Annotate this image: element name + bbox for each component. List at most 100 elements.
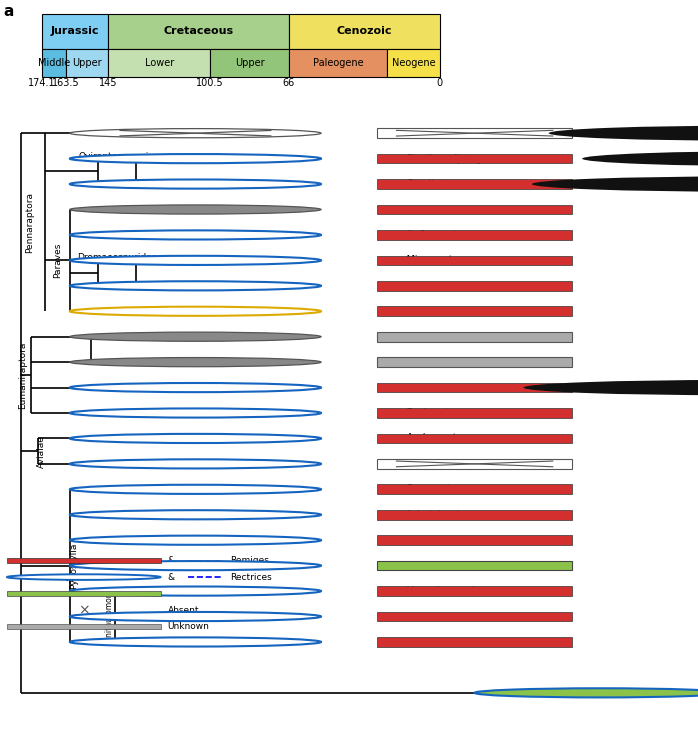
- Text: Cretaceous: Cretaceous: [163, 26, 234, 37]
- Bar: [7, 624, 161, 629]
- Bar: [377, 383, 572, 393]
- Text: 145: 145: [99, 78, 118, 88]
- Text: Pygostylia: Pygostylia: [69, 542, 77, 589]
- Circle shape: [70, 612, 321, 621]
- Circle shape: [70, 409, 321, 417]
- Bar: [377, 586, 572, 596]
- Bar: [377, 179, 572, 189]
- Circle shape: [70, 561, 321, 570]
- Text: Upper: Upper: [73, 58, 102, 68]
- Bar: [377, 154, 572, 164]
- Text: $\it{Epidexipteryx}$: $\it{Epidexipteryx}$: [405, 457, 474, 471]
- Bar: [377, 230, 572, 240]
- Text: Eumaniraptora: Eumaniraptora: [19, 341, 27, 409]
- Circle shape: [524, 380, 698, 395]
- Text: $\it{Beipiaosaurus}$: $\it{Beipiaosaurus}$: [405, 126, 475, 140]
- Bar: [289, 49, 387, 77]
- Bar: [377, 129, 572, 138]
- Circle shape: [582, 151, 698, 166]
- Text: Upper: Upper: [235, 58, 265, 68]
- Bar: [377, 637, 572, 647]
- Circle shape: [70, 129, 321, 137]
- Text: $\it{Anchiornis}$: $\it{Anchiornis}$: [405, 382, 458, 393]
- Text: Rectrices: Rectrices: [230, 572, 272, 582]
- Text: $\it{Similicaudipteryx}$: $\it{Similicaudipteryx}$: [405, 151, 491, 166]
- Bar: [377, 510, 572, 520]
- Bar: [108, 49, 210, 77]
- Bar: [377, 332, 572, 341]
- Circle shape: [70, 256, 321, 265]
- Bar: [377, 281, 572, 291]
- Text: $\it{Sapeornis}$: $\it{Sapeornis}$: [405, 482, 455, 496]
- Text: Paraves: Paraves: [54, 243, 62, 278]
- Text: Jurassic: Jurassic: [51, 26, 99, 37]
- Circle shape: [70, 459, 321, 469]
- Text: Present: Present: [168, 589, 202, 598]
- Circle shape: [475, 689, 698, 697]
- Circle shape: [7, 575, 161, 580]
- Text: &: &: [168, 572, 174, 582]
- Text: $\it{Yixianornis}$: $\it{Yixianornis}$: [405, 636, 460, 648]
- Circle shape: [70, 154, 321, 163]
- Text: $\it{Yanornis}$: $\it{Yanornis}$: [405, 610, 449, 623]
- Text: $\it{Confuciusornis}$: $\it{Confuciusornis}$: [405, 534, 478, 546]
- Text: &: &: [168, 556, 174, 565]
- Circle shape: [70, 510, 321, 519]
- Text: Avialae: Avialae: [38, 435, 46, 468]
- Circle shape: [70, 586, 321, 596]
- Text: Cenozoic: Cenozoic: [336, 26, 392, 37]
- Bar: [108, 14, 289, 49]
- Bar: [377, 306, 572, 316]
- Circle shape: [70, 637, 321, 646]
- Circle shape: [70, 332, 321, 341]
- Bar: [377, 535, 572, 545]
- Text: Ornithuromorp: Ornithuromorp: [105, 588, 114, 645]
- Circle shape: [70, 307, 321, 316]
- Text: Paleogene: Paleogene: [313, 58, 364, 68]
- Bar: [377, 612, 572, 621]
- Text: $\it{Yixianosaurus}$: $\it{Yixianosaurus}$: [405, 203, 475, 216]
- Text: Pennaraptora: Pennaraptora: [25, 192, 34, 253]
- Text: $\it{Microraptor}$: $\it{Microraptor}$: [405, 254, 463, 268]
- Circle shape: [70, 383, 321, 392]
- Text: Dromaeosauridae: Dromaeosauridae: [77, 254, 157, 262]
- Text: Middle: Middle: [38, 58, 70, 68]
- Bar: [42, 49, 66, 77]
- Text: Remiges: Remiges: [230, 556, 269, 565]
- Text: $\it{Pedopenna}$: $\it{Pedopenna}$: [405, 355, 461, 369]
- Text: $\it{Eosinopteryx}$: $\it{Eosinopteryx}$: [405, 406, 470, 420]
- Text: 163.5: 163.5: [52, 78, 80, 88]
- Text: $\it{Hongshanornis}$: $\it{Hongshanornis}$: [405, 584, 480, 598]
- Bar: [377, 205, 572, 214]
- Bar: [377, 561, 572, 570]
- Bar: [42, 14, 108, 49]
- Text: 100.5: 100.5: [196, 78, 224, 88]
- Text: $\it{Archaeopteryx}$: $\it{Archaeopteryx}$: [405, 431, 479, 445]
- Circle shape: [70, 230, 321, 240]
- Bar: [377, 408, 572, 418]
- Circle shape: [70, 180, 321, 189]
- Bar: [387, 49, 440, 77]
- Text: $\it{Xiaotingia}$: $\it{Xiaotingia}$: [405, 330, 456, 344]
- Circle shape: [549, 126, 698, 141]
- Text: Lower: Lower: [144, 58, 174, 68]
- Circle shape: [70, 536, 321, 545]
- Bar: [289, 14, 440, 49]
- Bar: [210, 49, 289, 77]
- Text: $\it{Sinornithosaurus}$: $\it{Sinornithosaurus}$: [405, 280, 489, 292]
- Text: $\it{Jehololornis}$: $\it{Jehololornis}$: [405, 508, 465, 522]
- Circle shape: [70, 434, 321, 443]
- Bar: [377, 433, 572, 443]
- Bar: [66, 49, 108, 77]
- Text: ×: ×: [78, 603, 89, 617]
- Circle shape: [532, 176, 698, 192]
- Text: 174.1: 174.1: [28, 78, 56, 88]
- Circle shape: [70, 485, 321, 494]
- Text: Neogene: Neogene: [392, 58, 436, 68]
- Text: 66: 66: [283, 78, 295, 88]
- Text: $\it{Caudipteryx}$: $\it{Caudipteryx}$: [405, 177, 466, 191]
- Text: Unknown: Unknown: [168, 622, 209, 631]
- Text: Absent: Absent: [168, 606, 199, 615]
- Circle shape: [70, 281, 321, 290]
- Circle shape: [70, 357, 321, 367]
